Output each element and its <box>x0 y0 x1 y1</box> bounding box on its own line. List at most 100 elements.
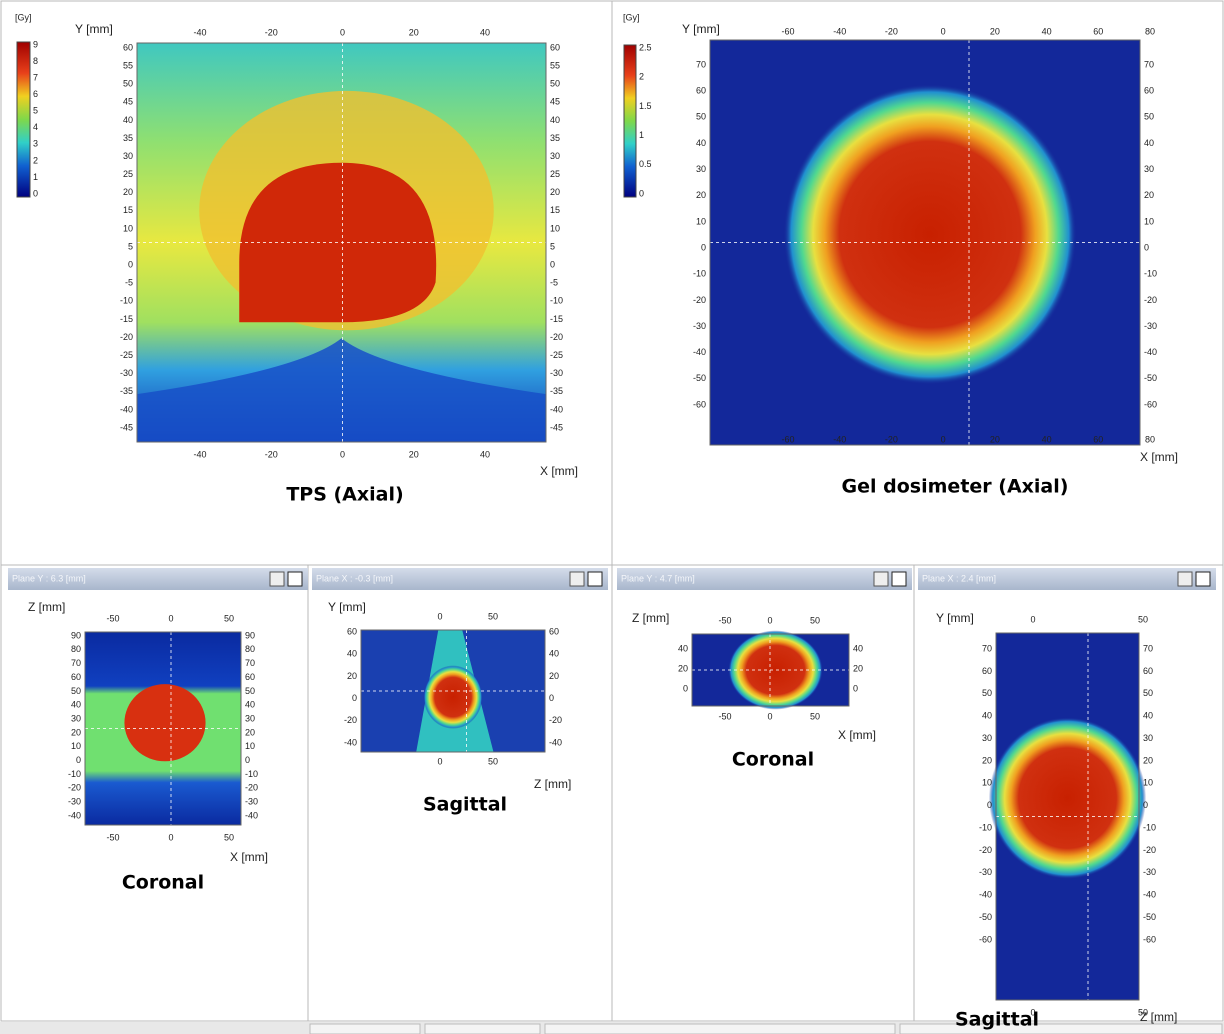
colorbar-label: 5 <box>33 106 38 116</box>
colorbar-label: 2 <box>33 155 38 165</box>
maximize-button[interactable] <box>270 572 284 586</box>
maximize-button[interactable] <box>874 572 888 586</box>
x-tick-label: 50 <box>224 613 234 623</box>
y-tick-label: -10 <box>68 769 81 779</box>
colorbar-label: 0.5 <box>639 159 652 169</box>
maximize-button[interactable] <box>1178 572 1192 586</box>
y-tick-label: 20 <box>550 187 560 197</box>
x-axis-label: X [mm] <box>1140 450 1178 464</box>
restore-button[interactable] <box>1196 572 1210 586</box>
y-tick-label: 50 <box>71 686 81 696</box>
y-tick-label: 0 <box>352 693 357 703</box>
y-tick-label: -10 <box>120 296 133 306</box>
y-tick-label: -50 <box>1143 912 1156 922</box>
y-tick-label: 40 <box>1144 138 1154 148</box>
y-tick-label: 40 <box>678 643 688 653</box>
y-tick-label: -45 <box>120 422 133 432</box>
y-tick-label: 20 <box>549 671 559 681</box>
x-tick-label: 80 <box>1145 434 1155 444</box>
x-tick-label: 0 <box>1030 614 1035 624</box>
y-tick-label: 25 <box>123 169 133 179</box>
x-tick-label: 20 <box>990 434 1000 444</box>
maximize-button[interactable] <box>570 572 584 586</box>
y-tick-label: 30 <box>71 713 81 723</box>
y-axis-label: Y [mm] <box>75 22 113 36</box>
y-tick-label: -50 <box>979 912 992 922</box>
y-tick-label: -10 <box>550 296 563 306</box>
dose-core <box>784 85 1076 385</box>
y-tick-label: 40 <box>550 115 560 125</box>
restore-button[interactable] <box>288 572 302 586</box>
y-tick-label: -10 <box>245 769 258 779</box>
y-tick-label: -20 <box>693 295 706 305</box>
y-tick-label: -40 <box>1143 890 1156 900</box>
y-tick-label: 0 <box>549 693 554 703</box>
window-title: Plane X : 2.4 [mm] <box>922 573 996 583</box>
y-axis-label: Z [mm] <box>632 611 669 625</box>
y-tick-label: -30 <box>120 368 133 378</box>
y-tick-label: 70 <box>696 59 706 69</box>
caption: Sagittal <box>423 794 507 816</box>
y-axis-label: Y [mm] <box>936 611 974 625</box>
y-tick-label: -25 <box>550 350 563 360</box>
y-tick-label: 10 <box>1144 216 1154 226</box>
y-tick-label: 50 <box>245 686 255 696</box>
y-tick-label: -20 <box>550 332 563 342</box>
dose-core <box>989 717 1146 878</box>
y-tick-label: 10 <box>696 216 706 226</box>
restore-button[interactable] <box>588 572 602 586</box>
y-tick-label: 40 <box>982 711 992 721</box>
y-tick-label: -50 <box>1144 373 1157 383</box>
colorbar-label: 6 <box>33 89 38 99</box>
x-axis-label: Z [mm] <box>534 777 571 791</box>
y-tick-label: -15 <box>120 314 133 324</box>
x-tick-label: 50 <box>1138 614 1148 624</box>
colorbar-label: 0 <box>639 188 644 198</box>
y-tick-label: 0 <box>550 260 555 270</box>
x-tick-label: 20 <box>990 26 1000 36</box>
y-tick-label: 0 <box>701 242 706 252</box>
y-tick-label: 50 <box>982 688 992 698</box>
y-tick-label: 15 <box>550 205 560 215</box>
y-tick-label: 50 <box>1144 112 1154 122</box>
y-tick-label: 45 <box>123 97 133 107</box>
y-tick-label: 30 <box>982 733 992 743</box>
y-tick-label: 20 <box>982 755 992 765</box>
y-tick-label: 60 <box>982 666 992 676</box>
y-tick-label: 80 <box>71 644 81 654</box>
y-tick-label: 20 <box>853 663 863 673</box>
y-tick-label: 30 <box>245 713 255 723</box>
y-tick-label: -40 <box>979 890 992 900</box>
y-tick-label: -15 <box>550 314 563 324</box>
y-tick-label: -50 <box>693 373 706 383</box>
y-tick-label: -40 <box>693 347 706 357</box>
colorbar-label: 3 <box>33 139 38 149</box>
x-tick-label: 50 <box>488 756 498 766</box>
y-tick-label: -5 <box>550 278 558 288</box>
y-tick-label: 40 <box>549 649 559 659</box>
x-tick-label: 50 <box>488 611 498 621</box>
restore-button[interactable] <box>892 572 906 586</box>
y-tick-label: 0 <box>853 683 858 693</box>
y-axis-label: Y [mm] <box>328 600 366 614</box>
y-tick-label: 50 <box>550 79 560 89</box>
colorbar-label: 1.5 <box>639 101 652 111</box>
window-title: Plane X : -0.3 [mm] <box>316 573 393 583</box>
y-tick-label: 0 <box>1143 800 1148 810</box>
x-tick-label: 0 <box>767 615 772 625</box>
x-tick-label: 60 <box>1093 434 1103 444</box>
y-tick-label: 10 <box>982 778 992 788</box>
y-tick-label: 60 <box>1143 666 1153 676</box>
colorbar <box>17 42 30 197</box>
colorbar-label: 9 <box>33 39 38 49</box>
y-tick-label: -40 <box>120 404 133 414</box>
caption: TPS (Axial) <box>286 484 403 506</box>
y-tick-label: 60 <box>123 42 133 52</box>
y-tick-label: -30 <box>979 867 992 877</box>
x-axis-label: X [mm] <box>540 464 578 478</box>
y-tick-label: 20 <box>678 663 688 673</box>
y-tick-label: 60 <box>347 626 357 636</box>
caption: Gel dosimeter (Axial) <box>842 476 1069 498</box>
y-tick-label: -10 <box>693 269 706 279</box>
y-tick-label: -30 <box>245 797 258 807</box>
